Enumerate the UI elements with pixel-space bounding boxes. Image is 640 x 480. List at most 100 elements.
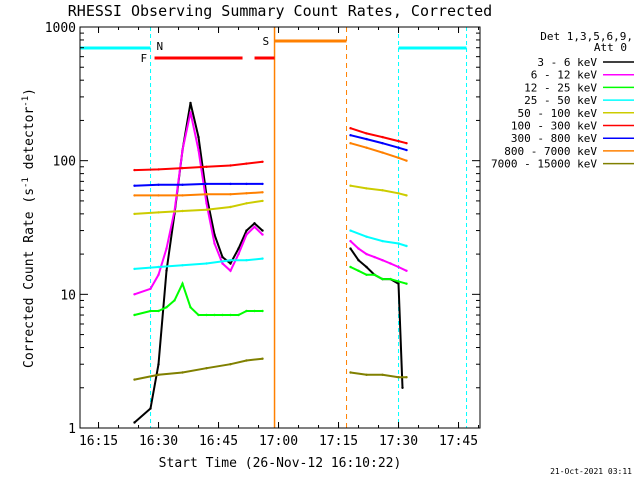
data-point-100-300-kev [349,127,352,130]
data-point-300-800-kev [133,184,136,187]
legend-entry-label: 7000 - 15000 keV [491,158,597,171]
data-point-50-100-kev [181,209,184,213]
data-point-6-12-kev [261,233,264,236]
data-point-50-100-kev [381,189,384,192]
legend-entry-label: 100 - 300 keV [511,120,597,133]
data-point-50-100-kev [397,192,400,195]
x-tick-label: 17:30 [379,434,418,449]
data-point-100-300-kev [133,168,136,172]
data-point-6-12-kev [237,252,240,256]
legend-header-line: Det 1,3,5,6,9, [540,30,633,43]
data-point-3-6-kev [189,101,192,105]
data-point-7000-15000-kev [397,376,400,379]
data-point-6-12-kev [389,262,392,265]
legend-entry-label: 6 - 12 keV [531,69,598,82]
data-point-300-800-kev [245,182,248,186]
legend-entry-label: 12 - 25 keV [524,81,597,94]
data-point-6-12-kev [229,269,232,272]
data-point-300-800-kev [405,148,408,152]
data-point-6-12-kev [373,255,376,259]
legend-entry-label: 800 - 7000 keV [504,145,597,158]
legend-entry-label: 3 - 6 keV [537,56,597,69]
data-point-300-800-kev [261,182,264,186]
plot-frame [79,26,481,429]
chart-title: RHESSI Observing Summary Count Rates, Co… [68,2,492,20]
data-point-3-6-kev [261,229,264,232]
data-point-800-7000-kev [261,191,264,194]
data-point-25-50-kev [133,267,136,271]
data-point-50-100-kev [405,194,408,197]
data-point-25-50-kev [261,257,264,260]
y-axis-label-sup2: -1 [21,96,31,107]
y-axis-label-main: Corrected Count Rate (s [22,188,37,368]
data-point-50-100-kev [261,199,264,203]
data-point-12-25-kev [381,277,384,281]
data-point-12-25-kev [365,273,368,276]
data-point-7000-15000-kev [205,367,208,370]
data-point-7000-15000-kev [229,363,232,366]
data-point-100-300-kev [381,135,384,139]
data-point-800-7000-kev [397,156,400,159]
data-point-12-25-kev [181,282,184,285]
data-point-25-50-kev [349,229,352,232]
data-point-12-25-kev [197,313,200,317]
data-point-50-100-kev [245,202,248,205]
data-point-300-800-kev [365,137,368,141]
data-point-7000-15000-kev [181,371,184,374]
data-point-12-25-kev [221,313,224,317]
data-point-50-100-kev [365,187,368,190]
data-point-300-800-kev [157,183,160,186]
data-point-25-50-kev [157,265,160,269]
data-point-3-6-kev [133,421,136,424]
x-tick-label: 17:00 [259,434,298,449]
data-point-6-12-kev [357,247,360,250]
data-point-7000-15000-kev [381,373,384,376]
data-point-800-7000-kev [381,151,384,154]
y-tick-label: 100 [53,155,76,170]
data-point-12-25-kev [189,306,192,309]
data-point-25-50-kev [229,259,232,262]
data-point-3-6-kev [397,282,400,285]
data-point-12-25-kev [213,313,216,317]
data-point-100-300-kev [405,142,408,145]
data-point-7000-15000-kev [261,357,264,360]
data-point-25-50-kev [381,239,384,243]
data-point-12-25-kev [389,277,392,281]
data-point-3-6-kev [197,135,200,139]
data-point-6-12-kev [349,239,352,243]
data-point-25-50-kev [405,244,408,248]
data-point-12-25-kev [237,313,240,317]
data-point-12-25-kev [373,273,376,276]
data-point-6-12-kev [149,287,152,290]
x-tick-label: 17:45 [439,434,478,449]
data-point-25-50-kev [397,242,400,245]
data-point-50-100-kev [205,208,208,211]
series-line-6-12-kev [349,240,407,272]
data-point-300-800-kev [397,146,400,149]
data-point-100-300-kev [181,166,184,170]
data-point-100-300-kev [397,139,400,143]
data-point-6-12-kev [397,265,400,269]
data-point-6-12-kev [157,273,160,276]
data-point-12-25-kev [253,309,256,313]
data-point-6-12-kev [365,252,368,256]
y-axis-label: Corrected Count Rate (s-1 detector-1) [21,88,37,368]
flare-marker-label: F [141,52,148,65]
data-point-6-12-kev [253,225,256,228]
data-point-12-25-kev [133,313,136,317]
data-point-6-12-kev [221,262,224,265]
x-tick-label: 16:45 [199,434,238,449]
night-marker-label: N [157,40,164,53]
data-point-3-6-kev [221,255,224,259]
y-tick-label: 1 [68,422,76,437]
data-point-3-6-kev [149,407,152,410]
legend-header-line: Att 0 [594,41,627,54]
data-point-800-7000-kev [405,159,408,162]
data-point-6-12-kev [205,202,208,205]
x-tick-label: 16:30 [139,434,178,449]
data-point-12-25-kev [357,269,360,272]
data-point-800-7000-kev [181,194,184,197]
data-point-3-6-kev [165,269,168,272]
